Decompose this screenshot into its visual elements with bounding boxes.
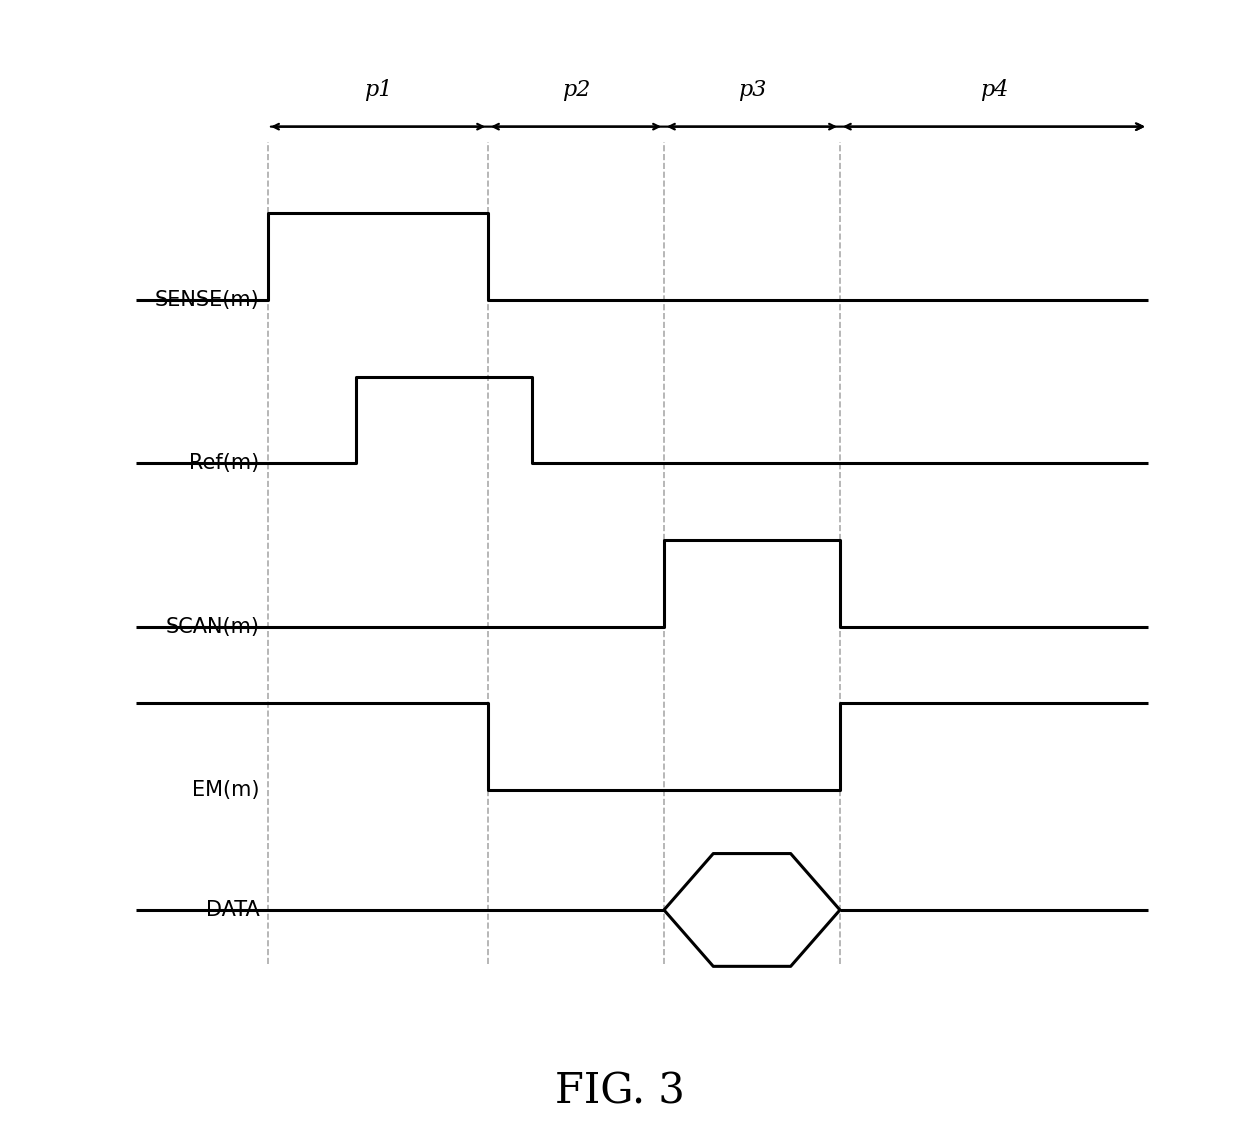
Text: DATA: DATA <box>206 900 259 920</box>
Text: Ref(m): Ref(m) <box>188 454 259 474</box>
Text: SENSE(m): SENSE(m) <box>155 291 259 310</box>
Text: EM(m): EM(m) <box>192 780 259 800</box>
Text: SCAN(m): SCAN(m) <box>165 616 259 637</box>
Text: p1: p1 <box>363 79 392 101</box>
Text: p4: p4 <box>980 79 1008 101</box>
Text: FIG. 3: FIG. 3 <box>556 1070 684 1112</box>
Text: p3: p3 <box>738 79 766 101</box>
Text: p2: p2 <box>562 79 590 101</box>
